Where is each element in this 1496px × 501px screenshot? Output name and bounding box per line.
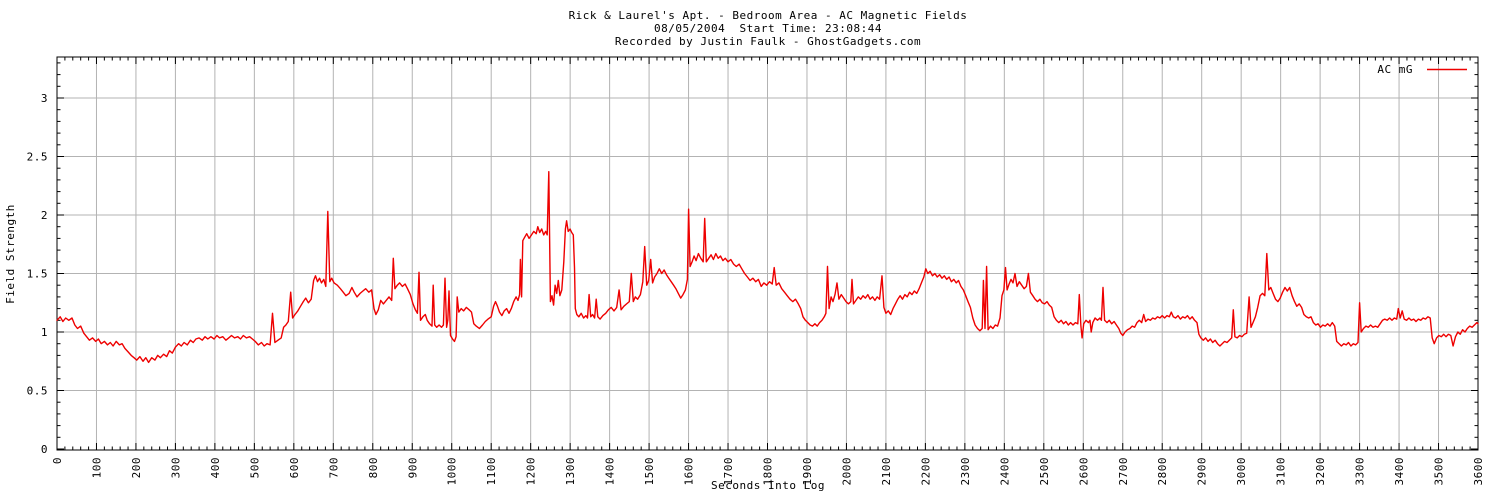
- x-tick-label: 2100: [880, 457, 893, 486]
- y-axis-label: Field Strength: [4, 204, 17, 304]
- x-tick-label: 2200: [919, 457, 932, 486]
- x-axis-label: Seconds Into Log: [711, 479, 825, 492]
- y-tick-labels: 0 0.5 1 1.5 2 2.5 3: [27, 92, 48, 456]
- x-tick-label: 1200: [525, 457, 538, 486]
- x-tick-label: 1700: [722, 457, 735, 486]
- x-tick-label: 2300: [959, 457, 972, 486]
- x-tick-label: 2500: [1038, 457, 1051, 486]
- x-tick-label: 500: [248, 457, 261, 478]
- x-tick-label: 3600: [1472, 457, 1485, 486]
- x-tick-label: 600: [288, 457, 301, 478]
- x-tick-label: 2000: [840, 457, 853, 486]
- x-tick-label: 2900: [1196, 457, 1209, 486]
- x-tick-label: 3100: [1275, 457, 1288, 486]
- legend-label: AC mG: [1377, 63, 1413, 76]
- x-tick-label: 1000: [446, 457, 459, 486]
- x-tick-label: 800: [367, 457, 380, 478]
- y-tick-label: 0.5: [27, 385, 48, 398]
- x-tick-label: 2400: [998, 457, 1011, 486]
- x-tick-label: 2600: [1077, 457, 1090, 486]
- legend: AC mG: [1377, 63, 1467, 76]
- chart-title-line1: Rick & Laurel's Apt. - Bedroom Area - AC…: [569, 9, 968, 22]
- y-tick-label: 3: [41, 92, 48, 105]
- x-tick-label: 1800: [762, 457, 775, 486]
- series-layer: [56, 170, 1479, 364]
- plot-border: [56, 56, 1479, 451]
- grid-layer: [57, 57, 1478, 450]
- x-tick-label: 3000: [1235, 457, 1248, 486]
- x-tick-label: 3200: [1314, 457, 1327, 486]
- chart-title-line3: Recorded by Justin Faulk - GhostGadgets.…: [615, 35, 921, 48]
- x-tick-label: 400: [209, 457, 222, 478]
- x-tick-label: 3500: [1433, 457, 1446, 486]
- x-tick-label: 1600: [683, 457, 696, 486]
- x-tick-label: 2700: [1117, 457, 1130, 486]
- x-tick-label: 2800: [1156, 457, 1169, 486]
- x-tick-labels: 0 100 200 300 400 500 600 700 800 900 1000 1100 1200…: [51, 457, 1485, 486]
- x-tick-label: 0: [51, 457, 64, 464]
- x-tick-label: 700: [327, 457, 340, 478]
- y-tick-label: 1.5: [27, 268, 48, 281]
- x-tick-label: 100: [90, 457, 103, 478]
- data-line: [56, 170, 1479, 364]
- y-tick-label: 2.5: [27, 151, 48, 164]
- x-tick-label: 1300: [564, 457, 577, 486]
- y-tick-label: 0: [41, 443, 48, 456]
- x-tick-label: 900: [406, 457, 419, 478]
- y-tick-label: 2: [41, 209, 48, 222]
- x-tick-label: 1100: [485, 457, 498, 486]
- chart-title-line2: 08/05/2004 Start Time: 23:08:44: [654, 22, 882, 35]
- x-tick-label: 300: [169, 457, 182, 478]
- x-tick-label: 200: [130, 457, 143, 478]
- x-tick-label: 1900: [801, 457, 814, 486]
- x-tick-label: 3400: [1393, 457, 1406, 486]
- x-tick-label: 3300: [1354, 457, 1367, 486]
- x-tick-label: 1500: [643, 457, 656, 486]
- tick-layer: [56, 57, 1479, 450]
- x-tick-label: 1400: [604, 457, 617, 486]
- y-tick-label: 1: [41, 326, 48, 339]
